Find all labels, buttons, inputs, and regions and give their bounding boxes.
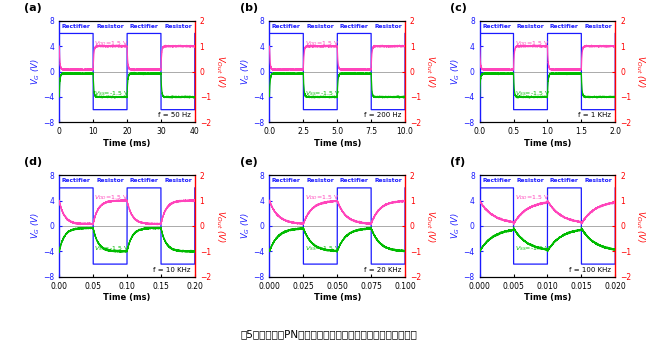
Text: f = 100 KHz: f = 100 KHz xyxy=(569,267,611,273)
Text: Rectifier: Rectifier xyxy=(272,24,301,29)
Text: $\it{V}_{DD}$=1.5 V: $\it{V}_{DD}$=1.5 V xyxy=(95,193,129,202)
Text: Resistor: Resistor xyxy=(374,24,402,29)
Text: $\it{V}_{SS}$=-1.5 V: $\it{V}_{SS}$=-1.5 V xyxy=(305,90,340,98)
Text: Rectifier: Rectifier xyxy=(62,24,91,29)
Text: Resistor: Resistor xyxy=(307,178,334,183)
Text: Resistor: Resistor xyxy=(96,178,124,183)
Text: $\it{V}_{SS}$=-1.5 V: $\it{V}_{SS}$=-1.5 V xyxy=(515,90,551,98)
Text: Resistor: Resistor xyxy=(517,178,544,183)
Text: Resistor: Resistor xyxy=(517,24,544,29)
Text: $\it{V}_{SS}$=-1.5 V: $\it{V}_{SS}$=-1.5 V xyxy=(305,244,340,253)
Y-axis label: $\it{V}_G$ (V): $\it{V}_G$ (V) xyxy=(240,58,252,85)
Text: Resistor: Resistor xyxy=(374,178,402,183)
Y-axis label: $\it{V}_G$ (V): $\it{V}_G$ (V) xyxy=(29,58,41,85)
Text: Rectifier: Rectifier xyxy=(482,24,511,29)
Text: Resistor: Resistor xyxy=(584,178,612,183)
Text: Rectifier: Rectifier xyxy=(130,24,159,29)
Text: $\it{V}_{DD}$=1.5 V: $\it{V}_{DD}$=1.5 V xyxy=(95,39,129,47)
Y-axis label: $\it{V}_G$ (V): $\it{V}_G$ (V) xyxy=(29,213,41,239)
Text: (f): (f) xyxy=(450,157,465,167)
Text: $\it{V}_{SS}$=-1.5 V: $\it{V}_{SS}$=-1.5 V xyxy=(515,244,551,253)
Text: Rectifier: Rectifier xyxy=(272,178,301,183)
X-axis label: Time (ms): Time (ms) xyxy=(314,293,361,302)
Text: Resistor: Resistor xyxy=(307,24,334,29)
Text: $\it{V}_{DD}$=1.5 V: $\it{V}_{DD}$=1.5 V xyxy=(305,39,340,47)
Y-axis label: $\it{V}_{Out}$ (V): $\it{V}_{Out}$ (V) xyxy=(424,210,436,242)
Text: $\it{V}_{SS}$=-1.5 V: $\it{V}_{SS}$=-1.5 V xyxy=(95,244,130,253)
Y-axis label: $\it{V}_{Out}$ (V): $\it{V}_{Out}$ (V) xyxy=(424,55,436,88)
Text: (e): (e) xyxy=(240,157,257,167)
X-axis label: Time (ms): Time (ms) xyxy=(314,139,361,148)
X-axis label: Time (ms): Time (ms) xyxy=(103,293,151,302)
Text: (c): (c) xyxy=(450,3,467,13)
Text: Rectifier: Rectifier xyxy=(130,178,159,183)
X-axis label: Time (ms): Time (ms) xyxy=(524,139,571,148)
Text: 图5互补型栅控PN结整流电路的栅极调控切换（重构）特性。: 图5互补型栅控PN结整流电路的栅极调控切换（重构）特性。 xyxy=(241,329,417,339)
Text: f = 50 Hz: f = 50 Hz xyxy=(158,112,191,118)
Text: f = 200 Hz: f = 200 Hz xyxy=(364,112,401,118)
Text: Resistor: Resistor xyxy=(96,24,124,29)
Text: $\it{V}_{DD}$=1.5 V: $\it{V}_{DD}$=1.5 V xyxy=(515,39,549,47)
Text: Rectifier: Rectifier xyxy=(62,178,91,183)
X-axis label: Time (ms): Time (ms) xyxy=(103,139,151,148)
Text: f = 20 KHz: f = 20 KHz xyxy=(364,267,401,273)
Text: $\it{V}_{DD}$=1.5 V: $\it{V}_{DD}$=1.5 V xyxy=(515,193,549,202)
Text: Resistor: Resistor xyxy=(584,24,612,29)
Text: $\it{V}_{SS}$=-1.5 V: $\it{V}_{SS}$=-1.5 V xyxy=(95,90,130,98)
Y-axis label: $\it{V}_{Out}$ (V): $\it{V}_{Out}$ (V) xyxy=(214,210,226,242)
Y-axis label: $\it{V}_{Out}$ (V): $\it{V}_{Out}$ (V) xyxy=(634,55,647,88)
Text: Rectifier: Rectifier xyxy=(340,178,368,183)
Text: Rectifier: Rectifier xyxy=(482,178,511,183)
Y-axis label: $\it{V}_G$ (V): $\it{V}_G$ (V) xyxy=(449,213,462,239)
Text: $\it{V}_{DD}$=1.5 V: $\it{V}_{DD}$=1.5 V xyxy=(305,193,340,202)
Y-axis label: $\it{V}_{Out}$ (V): $\it{V}_{Out}$ (V) xyxy=(214,55,226,88)
Text: f = 10 KHz: f = 10 KHz xyxy=(153,267,191,273)
Y-axis label: $\it{V}_G$ (V): $\it{V}_G$ (V) xyxy=(240,213,252,239)
Y-axis label: $\it{V}_{Out}$ (V): $\it{V}_{Out}$ (V) xyxy=(634,210,647,242)
Text: Rectifier: Rectifier xyxy=(550,178,579,183)
Y-axis label: $\it{V}_G$ (V): $\it{V}_G$ (V) xyxy=(449,58,462,85)
Text: Resistor: Resistor xyxy=(164,178,191,183)
Text: (b): (b) xyxy=(240,3,258,13)
Text: (a): (a) xyxy=(24,3,41,13)
Text: f = 1 KHz: f = 1 KHz xyxy=(578,112,611,118)
X-axis label: Time (ms): Time (ms) xyxy=(524,293,571,302)
Text: Rectifier: Rectifier xyxy=(550,24,579,29)
Text: (d): (d) xyxy=(24,157,42,167)
Text: Rectifier: Rectifier xyxy=(340,24,368,29)
Text: Resistor: Resistor xyxy=(164,24,191,29)
